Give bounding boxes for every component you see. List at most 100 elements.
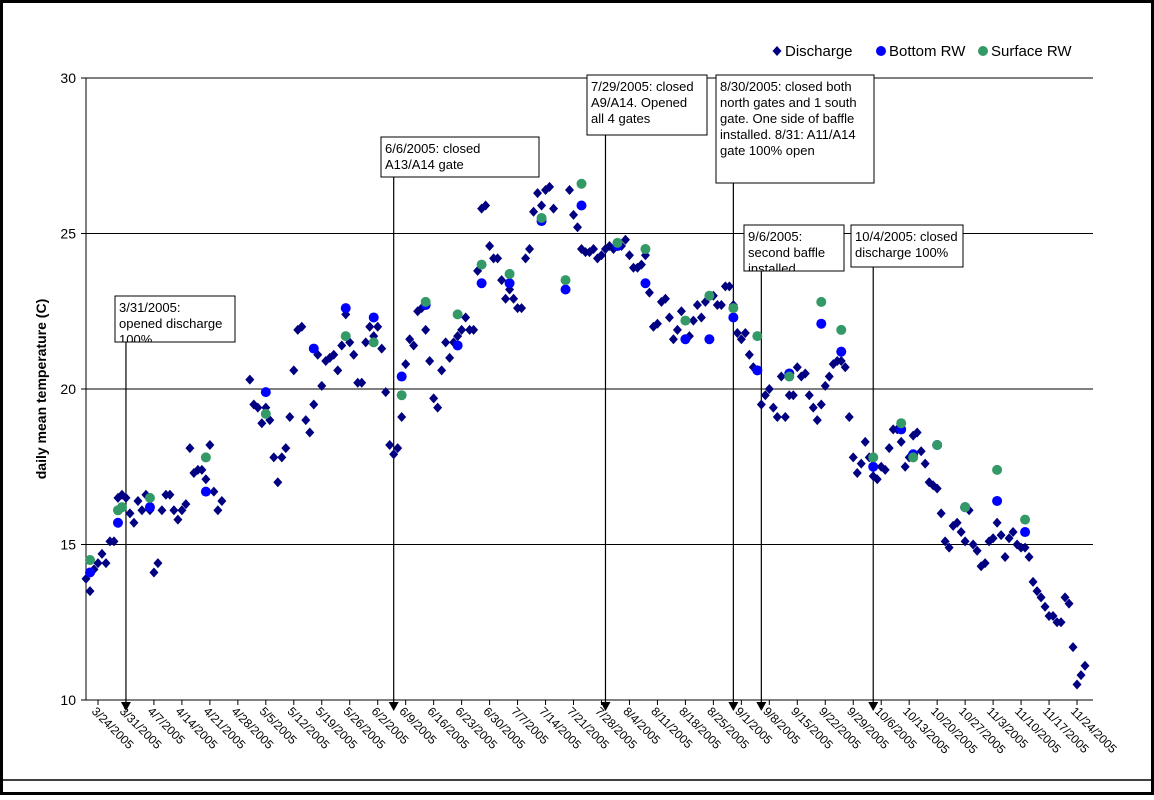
data-point xyxy=(144,502,155,513)
data-point xyxy=(668,334,678,345)
data-point xyxy=(768,402,778,413)
data-point xyxy=(537,200,547,211)
data-point xyxy=(980,558,990,569)
data-point xyxy=(116,502,127,513)
data-point xyxy=(1020,542,1030,553)
data-point xyxy=(340,331,351,342)
data-point xyxy=(357,377,367,388)
data-point xyxy=(880,464,890,475)
data-point xyxy=(497,275,507,286)
data-point xyxy=(297,321,307,332)
data-point xyxy=(816,399,826,410)
data-point xyxy=(185,443,195,454)
data-point xyxy=(816,318,827,329)
data-point xyxy=(84,555,95,566)
annotation-line: second baffle xyxy=(748,245,825,260)
data-point xyxy=(529,206,539,217)
data-point xyxy=(960,502,971,513)
data-point xyxy=(277,452,287,463)
data-point xyxy=(573,222,583,233)
data-point xyxy=(273,477,283,488)
data-point xyxy=(144,492,155,503)
data-point xyxy=(453,331,463,342)
data-point xyxy=(209,486,219,497)
data-point xyxy=(956,527,966,538)
data-point xyxy=(397,411,407,422)
legend-label: Bottom RW xyxy=(889,43,966,60)
data-point xyxy=(377,343,387,354)
data-point xyxy=(452,309,463,320)
data-point xyxy=(396,390,407,401)
data-point xyxy=(1024,551,1034,562)
data-point xyxy=(457,324,467,335)
data-point xyxy=(968,539,978,550)
data-point xyxy=(536,212,547,223)
data-point xyxy=(752,365,763,376)
data-point xyxy=(389,449,399,460)
data-point xyxy=(704,334,715,345)
data-point xyxy=(972,545,982,556)
annotation-line: A9/A14. Opened xyxy=(591,95,687,110)
data-point xyxy=(349,349,359,360)
legend-label: Discharge xyxy=(785,43,853,60)
data-point xyxy=(157,505,167,516)
y-tick-label: 25 xyxy=(60,226,76,242)
data-point xyxy=(396,371,407,382)
legend: Discharge Bottom RW Surface RW xyxy=(772,43,1072,60)
annotation-line: A13/A14 gate xyxy=(385,157,464,172)
data-point xyxy=(1020,514,1031,525)
data-point xyxy=(329,349,339,360)
data-point xyxy=(840,362,850,373)
data-point xyxy=(996,530,1006,541)
data-point xyxy=(169,505,179,516)
annotation-arrowhead xyxy=(756,702,767,711)
data-point xyxy=(1080,660,1090,671)
data-point xyxy=(197,464,207,475)
data-point xyxy=(960,536,970,547)
data-point xyxy=(788,390,798,401)
data-point xyxy=(640,278,651,289)
series-discharge xyxy=(81,181,1090,690)
data-point xyxy=(992,464,1003,475)
data-point xyxy=(1032,586,1042,597)
data-point xyxy=(652,318,662,329)
data-point xyxy=(177,505,187,516)
data-point xyxy=(908,452,919,463)
data-point xyxy=(820,380,830,391)
series-surface-rw xyxy=(84,178,1031,566)
data-point xyxy=(1060,592,1070,603)
data-point xyxy=(405,334,415,345)
data-point xyxy=(485,240,495,251)
data-point xyxy=(660,293,670,304)
data-point xyxy=(672,324,682,335)
data-point xyxy=(932,483,942,494)
annotation-box xyxy=(743,224,845,272)
data-point xyxy=(728,303,739,314)
legend-item: Bottom RW xyxy=(876,43,966,60)
data-point xyxy=(932,439,943,450)
annotation-arrowhead xyxy=(120,702,131,711)
data-point xyxy=(680,315,691,326)
data-point xyxy=(792,362,802,373)
data-point xyxy=(1020,527,1031,538)
data-point xyxy=(676,306,686,317)
annotation-line: all 4 gates xyxy=(591,111,651,126)
data-point xyxy=(900,461,910,472)
legend-marker xyxy=(876,46,886,56)
data-point xyxy=(624,250,634,261)
data-point xyxy=(868,461,879,472)
data-point xyxy=(744,349,754,360)
data-point xyxy=(1072,679,1082,690)
data-point xyxy=(309,399,319,410)
data-point xyxy=(992,517,1002,528)
data-point xyxy=(201,474,211,485)
data-point xyxy=(1048,611,1058,622)
data-point xyxy=(452,340,463,351)
data-point xyxy=(245,374,255,385)
